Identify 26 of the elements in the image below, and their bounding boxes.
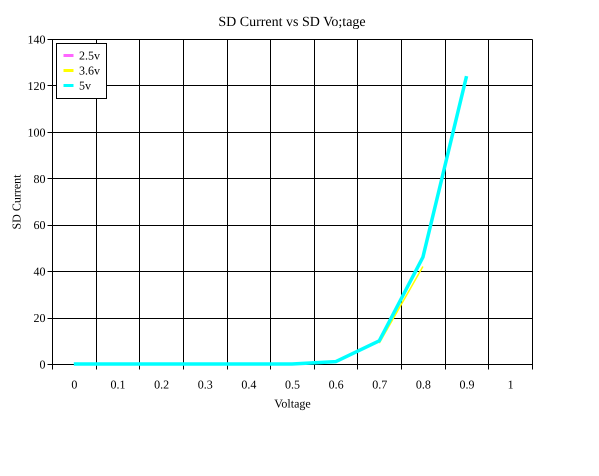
x-tick-label: 0.3	[198, 378, 213, 392]
legend-label: 5v	[79, 78, 91, 92]
y-tick-label: 60	[34, 218, 46, 232]
y-axis-title: SD Current	[10, 174, 24, 230]
x-tick-label: 0.5	[285, 378, 300, 392]
y-tick-label: 20	[34, 311, 46, 326]
legend-label: 3.6v	[79, 64, 100, 78]
y-tick-label: 0	[40, 358, 46, 372]
x-axis-title: Voltage	[274, 396, 311, 410]
legend-label: 2.5v	[79, 48, 100, 62]
x-tick-label: 0.4	[241, 378, 256, 392]
x-tick-label: 0	[71, 378, 78, 392]
x-tick-label: 0.2	[154, 378, 170, 392]
y-tick-label: 100	[28, 125, 46, 140]
y-tick-label: 40	[34, 264, 46, 279]
x-tick-label: 0.7	[372, 378, 388, 392]
x-tick-label: 0.8	[416, 378, 431, 392]
x-tick-label: 0.1	[110, 378, 126, 392]
x-tick-label: 0.6	[328, 378, 344, 392]
y-tick-label: 80	[34, 172, 46, 186]
y-tick-label: 140	[28, 32, 46, 46]
x-tick-label: 0.9	[460, 378, 475, 392]
x-tick-label: 1	[508, 378, 514, 392]
line-series	[72, 74, 468, 366]
chart-title: SD Current vs SD Vo;tage	[218, 15, 366, 30]
y-tick-label: 120	[28, 78, 46, 93]
